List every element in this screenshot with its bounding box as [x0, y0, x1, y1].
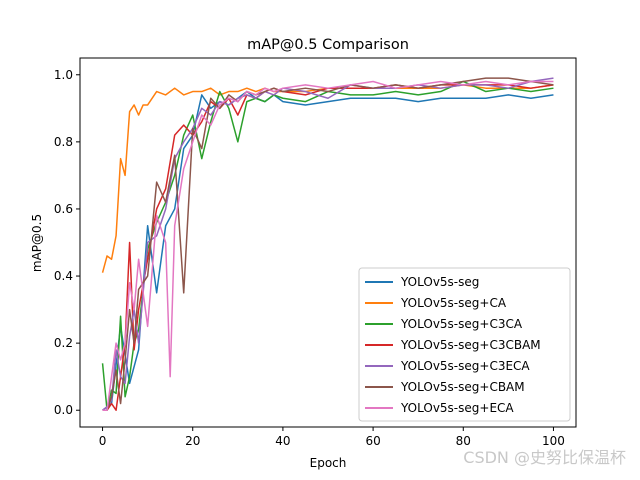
y-tick-label: 1.0: [54, 68, 73, 82]
x-axis: 0 20 40 60 80 100: [99, 427, 565, 448]
x-axis-label: Epoch: [310, 456, 347, 470]
series-line-5: [102, 77, 554, 411]
y-tick-label: 0.0: [54, 403, 73, 417]
legend: YOLOv5s-seg YOLOv5s-seg+CA YOLOv5s-seg+C3C…: [358, 267, 571, 422]
legend-label: YOLOv5s-seg+C3CBAM: [400, 338, 541, 352]
series-line-2: [101, 80, 554, 411]
legend-label: YOLOv5s-seg+C3CA: [400, 317, 523, 331]
series-line-6: [102, 80, 554, 411]
y-axis-label: mAP@0.5: [30, 214, 44, 272]
y-tick-label: 0.8: [54, 135, 73, 149]
x-tick-label: 0: [99, 434, 107, 448]
y-tick-label: 0.2: [54, 336, 73, 350]
legend-label: YOLOv5s-seg+CA: [400, 296, 507, 310]
y-axis: 0.0 0.2 0.4 0.6 0.8 1.0: [54, 68, 80, 417]
watermark: CSDN @史努比保温杯: [463, 448, 626, 467]
x-tick-label: 40: [275, 434, 290, 448]
x-tick-label: 60: [365, 434, 380, 448]
x-tick-label: 80: [456, 434, 471, 448]
x-tick-label: 100: [542, 434, 565, 448]
x-tick-label: 20: [185, 434, 200, 448]
series-layer: [101, 77, 554, 411]
legend-box: [358, 267, 571, 422]
chart-title: mAP@0.5 Comparison: [247, 37, 409, 53]
y-tick-label: 0.4: [54, 269, 73, 283]
legend-label: YOLOv5s-seg+CBAM: [400, 380, 525, 394]
legend-label: YOLOv5s-seg+ECA: [400, 401, 514, 415]
y-tick-label: 0.6: [54, 202, 73, 216]
legend-label: YOLOv5s-seg+C3ECA: [400, 359, 530, 373]
legend-label: YOLOv5s-seg: [400, 275, 479, 289]
plot-frame: [79, 57, 577, 428]
